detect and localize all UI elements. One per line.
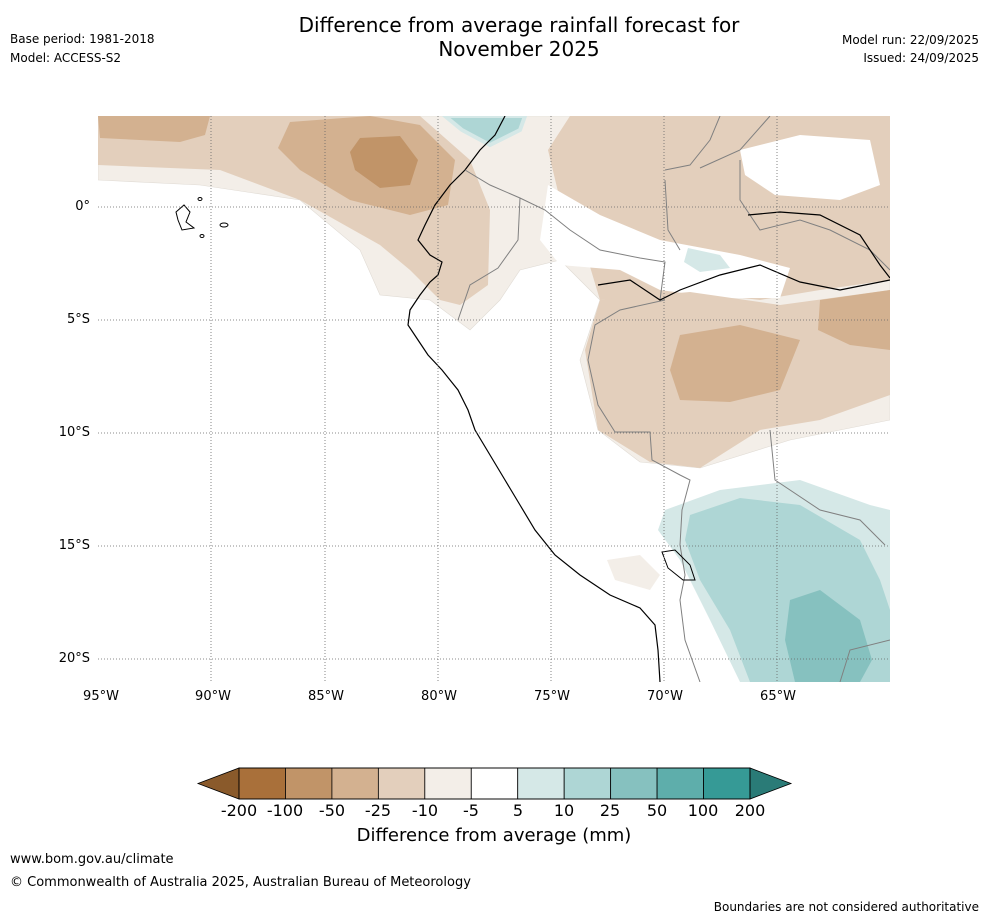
anomaly-region-north-dark [350, 136, 418, 188]
colorbar-segment [331, 767, 379, 800]
x-tick-label: 80°W [421, 689, 457, 704]
colorbar-segment [377, 767, 426, 800]
graticule [98, 116, 890, 682]
colorbar-tick-label: -100 [266, 801, 304, 820]
colorbar-tick-label: -200 [220, 801, 258, 820]
colorbar-segment [238, 767, 286, 800]
footer-url: www.bom.gov.au/climate [10, 852, 174, 867]
y-tick-label: 15°S [58, 538, 90, 553]
y-tick-label: 20°S [58, 651, 90, 666]
anomaly-region-north-tan-2 [98, 116, 210, 142]
colorbar-tick-label: 200 [734, 801, 766, 820]
colorbar [196, 767, 793, 800]
model-run-text: Model run: 22/09/2025 [841, 33, 979, 47]
anomaly-region-center-white [540, 185, 790, 298]
colorbar-segment [285, 767, 333, 800]
west-coastline [407, 116, 661, 682]
colorbar-segment [563, 767, 612, 800]
x-tick-label: 90°W [195, 689, 231, 704]
x-tick-label: 95°W [83, 689, 119, 704]
colorbar-tick-label: 5 [512, 801, 524, 820]
colorbar-under-arrow [196, 767, 240, 800]
colorbar-segment [703, 767, 751, 800]
colorbar-tick-label: 10 [553, 801, 575, 820]
base-period-text: Base period: 1981-2018 [10, 32, 155, 46]
rainfall-anomaly-field [98, 116, 890, 682]
x-tick-label: 70°W [647, 689, 683, 704]
anomaly-region-east-white [740, 135, 880, 200]
x-tick-label: 85°W [308, 689, 344, 704]
colorbar-segment [470, 767, 519, 800]
colorbar-tick-label: -5 [463, 801, 479, 820]
galapagos-islands [175, 197, 229, 238]
lake-titicaca [661, 549, 696, 581]
colorbar-tick-label: -25 [364, 801, 392, 820]
national-boundaries [457, 116, 890, 682]
dry-patch-south [607, 555, 660, 590]
colorbar-segment [424, 767, 472, 800]
issued-text: Issued: 24/09/2025 [863, 51, 979, 65]
colorbar-tick-label: 100 [687, 801, 719, 820]
anomaly-region-south-medium [670, 325, 800, 402]
rio-negro [747, 211, 890, 279]
page-title: Difference from average rainfall forecas… [244, 13, 794, 61]
colorbar-over-arrow [749, 767, 793, 800]
colorbar-segment [656, 767, 704, 800]
colorbar-tick-label: -10 [411, 801, 439, 820]
title-line-2: November 2025 [438, 37, 600, 61]
x-tick-label: 65°W [760, 689, 796, 704]
colorbar-segment [517, 767, 565, 800]
colorbar-tick-label: -50 [318, 801, 346, 820]
footer-disclaimer: Boundaries are not considered authoritat… [713, 900, 979, 914]
colorbar-tick-label: 50 [646, 801, 668, 820]
y-tick-label: 5°S [66, 312, 90, 327]
model-text: Model: ACCESS-S2 [10, 51, 122, 65]
title-line-1: Difference from average rainfall forecas… [298, 13, 740, 37]
colorbar-segments [238, 767, 751, 800]
colorbar-tick-label: 25 [599, 801, 621, 820]
x-tick-label: 75°W [534, 689, 570, 704]
wet-region-north [441, 116, 528, 148]
colorbar-title: Difference from average (mm) [356, 825, 632, 846]
colorbar-segment [610, 767, 658, 800]
footer-copyright: © Commonwealth of Australia 2025, Austra… [10, 875, 471, 890]
y-tick-label: 0° [75, 199, 90, 214]
wet-region-center [684, 248, 730, 272]
amazon-river [597, 264, 890, 301]
y-tick-label: 10°S [58, 425, 90, 440]
